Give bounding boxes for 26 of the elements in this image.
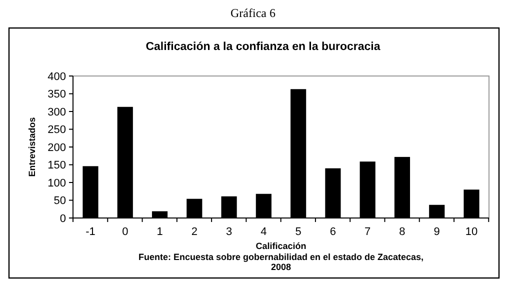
y-tick-label: 0 — [60, 212, 66, 225]
y-axis-title: Entrevistados — [27, 117, 37, 177]
x-tick-label: 10 — [465, 226, 478, 238]
y-tick-label: 300 — [48, 106, 66, 118]
y-tick-label: 150 — [48, 160, 66, 172]
x-tick-label: 3 — [226, 226, 232, 238]
y-tick-label: 200 — [48, 142, 66, 154]
y-tick-label: 100 — [48, 177, 66, 190]
x-tick-label: 6 — [330, 226, 336, 238]
x-tick-label: 4 — [260, 226, 267, 238]
x-axis-title: Calificación — [256, 241, 306, 251]
x-tick-label: 8 — [399, 226, 406, 238]
x-tick-label: 0 — [122, 226, 128, 238]
x-tick-label: 2 — [191, 226, 198, 238]
y-tick-label: 250 — [48, 124, 66, 136]
x-tick-label: 5 — [295, 226, 302, 238]
chart-title: Calificación a la confianza en la burocracia — [146, 41, 381, 53]
x-tick-label: 9 — [434, 226, 440, 238]
x-tick-label: 7 — [364, 226, 371, 238]
y-tick-label: 400 — [48, 70, 66, 83]
chart-subtitle: Gráfica 6 — [230, 6, 276, 20]
x-tick-label: 1 — [156, 226, 163, 238]
y-tick-label: 350 — [48, 88, 66, 101]
source-note: Fuente: Encuesta sobre gobernabilidad en el estado de Zacatecas, 2008 — [138, 252, 424, 272]
x-tick-label: -1 — [86, 226, 96, 238]
y-tick-label: 50 — [54, 195, 66, 208]
